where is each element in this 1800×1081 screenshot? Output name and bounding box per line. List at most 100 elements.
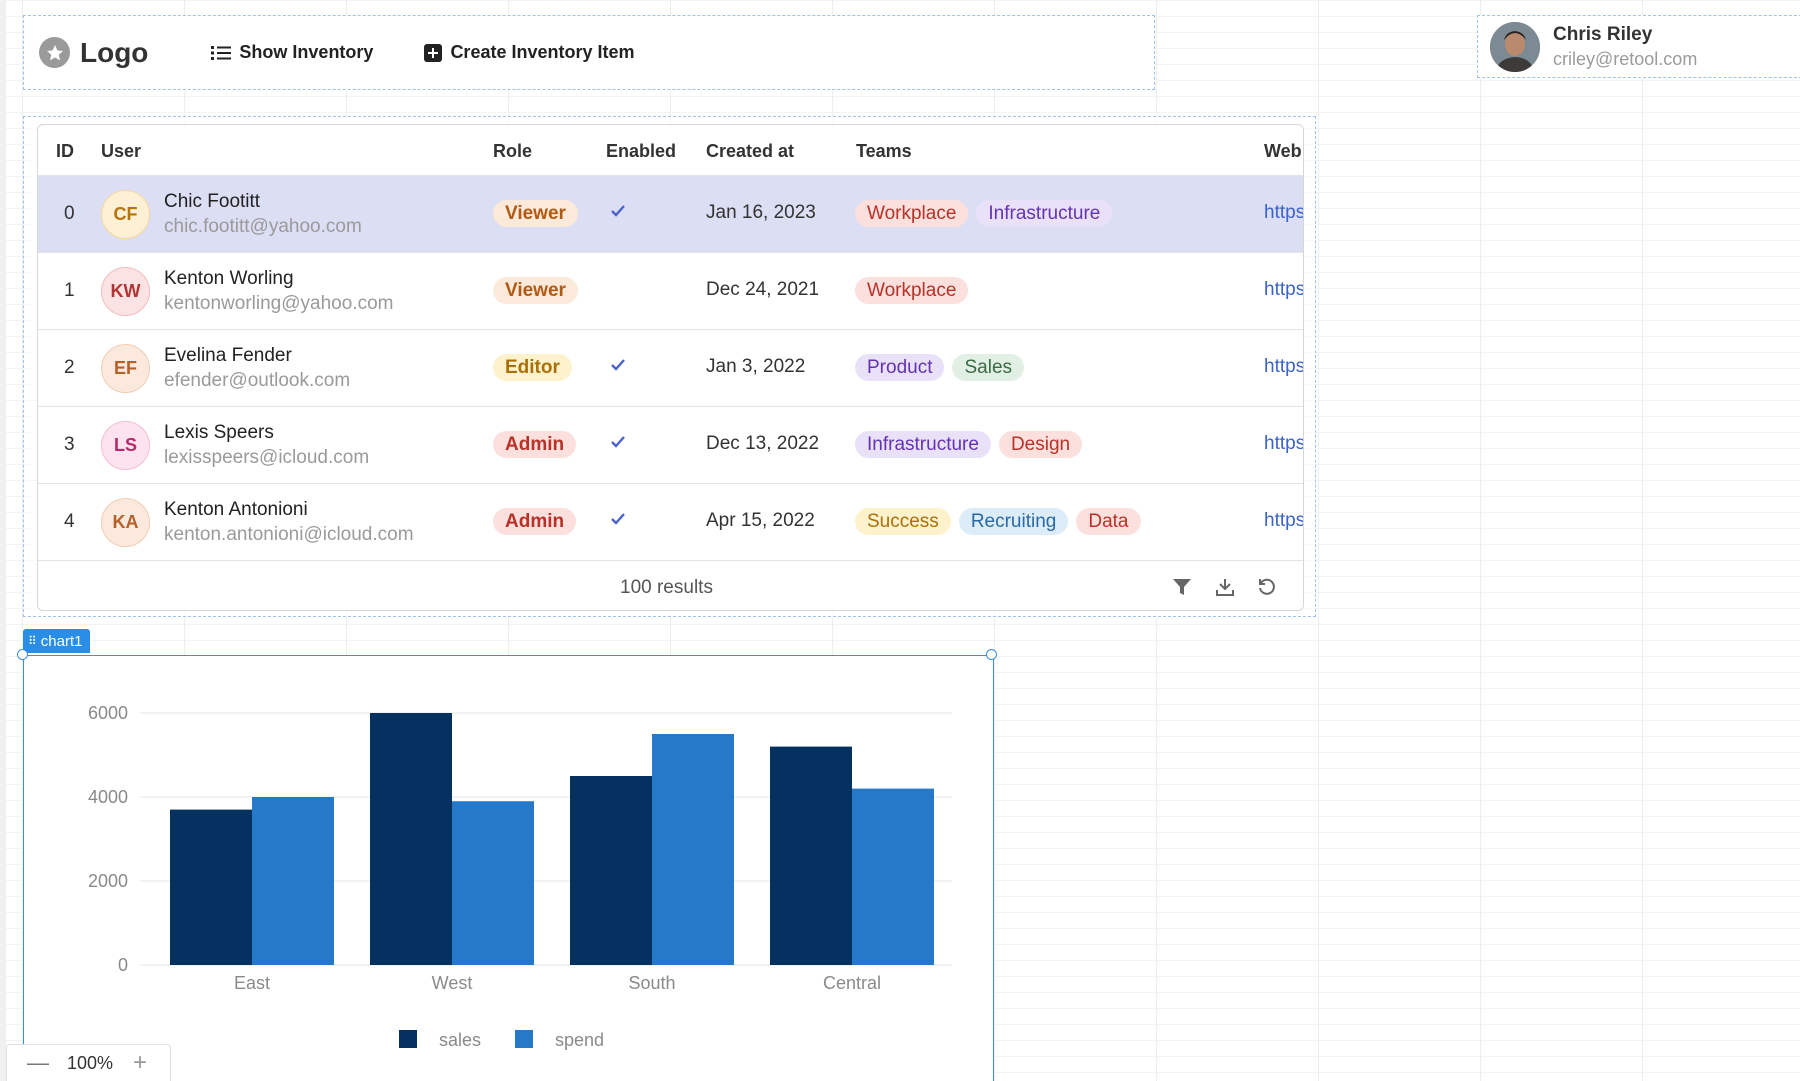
header-container: Logo Show Inventory Create Inventory Ite… [23, 15, 1155, 90]
table-footer: 100 results [38, 560, 1303, 610]
bar-sales-central[interactable] [770, 746, 852, 965]
show-inventory-link[interactable]: Show Inventory [210, 42, 373, 63]
check-icon [608, 432, 628, 457]
team-badge: Data [1076, 508, 1141, 535]
row-id: 2 [64, 357, 75, 378]
table-header: ID User Role Enabled Created at Teams We… [38, 125, 1303, 176]
bar-sales-east[interactable] [170, 809, 252, 965]
row-id: 1 [64, 280, 75, 301]
bar-chart: 0 2000 4000 6000 East West South Central sales sp… [88, 703, 952, 1050]
zoom-out-button[interactable]: — [27, 1050, 49, 1075]
plus-square-icon [423, 43, 443, 63]
bar-sales-south[interactable] [570, 776, 652, 965]
website-link[interactable]: https:// [1264, 202, 1303, 223]
y-tick-label: 2000 [88, 871, 128, 891]
filter-icon[interactable] [1171, 576, 1193, 603]
team-badge: Workplace [855, 200, 969, 227]
bar-spend-east[interactable] [252, 797, 334, 965]
create-inventory-item-link[interactable]: Create Inventory Item [423, 42, 635, 63]
resize-handle-top-left[interactable] [17, 649, 28, 660]
role-badge: Editor [493, 354, 572, 381]
user-email: efender@outlook.com [164, 370, 351, 391]
resize-handle-top-right[interactable] [986, 649, 997, 660]
x-tick-label: Central [823, 973, 881, 993]
legend-swatch-sales[interactable] [399, 1030, 417, 1048]
column-header-teams[interactable]: Teams [856, 141, 912, 161]
user-profile[interactable]: Chris Riley criley@retool.com [1477, 15, 1800, 78]
created-date: Jan 3, 2022 [706, 356, 806, 377]
y-tick-label: 0 [118, 955, 128, 975]
logo[interactable]: Logo [39, 37, 148, 69]
users-table: ID User Role Enabled Created at Teams We… [37, 124, 1304, 611]
team-badge: Success [855, 508, 951, 535]
table-row[interactable]: 0 CF Chic Footitt chic.footitt@yahoo.com Vie… [38, 176, 1303, 253]
legend-label[interactable]: spend [555, 1030, 604, 1050]
teams-list: Success Recruiting Data [855, 508, 1141, 535]
table-row[interactable]: 2 EF Evelina Fender efender@outlook.com Edit… [38, 330, 1303, 407]
results-count: 100 results [620, 577, 713, 598]
column-header-user[interactable]: User [101, 141, 142, 161]
download-icon[interactable] [1214, 576, 1236, 603]
created-date: Jan 16, 2023 [706, 202, 816, 223]
user-initials-avatar: EF [101, 344, 150, 393]
column-header-role[interactable]: Role [493, 141, 533, 161]
role-badge: Viewer [493, 277, 578, 304]
chart-widget[interactable]: 0 2000 4000 6000 East West South Central sales sp… [17, 649, 997, 1081]
x-tick-label: South [628, 973, 675, 993]
row-id: 0 [64, 203, 75, 224]
column-header-created-at[interactable]: Created at [706, 141, 795, 161]
user-initials-avatar: KA [101, 498, 150, 547]
team-badge: Product [855, 354, 945, 381]
user-name: Chris Riley [1553, 23, 1653, 45]
team-badge: Sales [952, 354, 1025, 381]
chart-widget-tag[interactable]: ⠿ chart1 [23, 629, 90, 653]
user-name: Kenton Antonioni [164, 499, 308, 520]
created-date: Dec 13, 2022 [706, 433, 820, 454]
user-name: Kenton Worling [164, 268, 294, 289]
bar-spend-central[interactable] [852, 788, 934, 965]
team-badge: Recruiting [958, 508, 1069, 535]
website-link[interactable]: https:// [1264, 510, 1303, 531]
website-link[interactable]: https:// [1264, 433, 1303, 454]
user-email: lexisspeers@icloud.com [164, 447, 370, 468]
drag-handle-icon[interactable]: ⠿ [28, 634, 37, 648]
column-header-enabled[interactable]: Enabled [606, 141, 677, 161]
role-badge: Viewer [493, 200, 578, 227]
table-row[interactable]: 1 KW Kenton Worling kentonworling@yahoo.com… [38, 253, 1303, 330]
zoom-in-button[interactable]: + [133, 1049, 148, 1076]
user-email: kentonworling@yahoo.com [164, 293, 394, 314]
zoom-control: — 100% + [6, 1044, 171, 1081]
x-tick-label: East [234, 973, 270, 993]
created-date: Dec 24, 2021 [706, 279, 820, 300]
user-initials-avatar: CF [101, 190, 150, 239]
refresh-icon[interactable] [1256, 576, 1278, 603]
table-row[interactable]: 4 KA Kenton Antonioni kenton.antonioni@iclo… [38, 484, 1303, 561]
user-name: Chic Footitt [164, 191, 261, 212]
team-badge: Workplace [855, 277, 969, 304]
check-icon [608, 201, 628, 226]
legend-swatch-spend[interactable] [515, 1030, 533, 1048]
canvas-edge [0, 0, 6, 1081]
user-initials-avatar: LS [101, 421, 150, 470]
legend-label[interactable]: sales [439, 1030, 481, 1050]
x-tick-label: West [432, 973, 473, 993]
column-header-id[interactable]: ID [56, 141, 74, 161]
bar-sales-west[interactable] [370, 713, 452, 965]
bar-spend-west[interactable] [452, 801, 534, 965]
team-badge: Infrastructure [976, 200, 1113, 227]
user-email: criley@retool.com [1553, 48, 1698, 69]
user-avatar [1490, 21, 1540, 72]
list-icon [210, 43, 232, 63]
team-badge: Design [998, 431, 1083, 458]
website-link[interactable]: https:// [1264, 279, 1303, 300]
bar-spend-south[interactable] [652, 734, 734, 965]
table-row[interactable]: 3 LS Lexis Speers lexisspeers@icloud.com Adm… [38, 407, 1303, 484]
column-header-web[interactable]: Web [1264, 141, 1302, 161]
chart-widget-name: chart1 [40, 632, 83, 650]
teams-list: Workplace Infrastructure [855, 200, 1113, 227]
website-link[interactable]: https:// [1264, 356, 1303, 377]
check-icon [608, 509, 628, 534]
user-email: kenton.antonioni@icloud.com [164, 524, 414, 545]
user-initials-avatar: KW [101, 267, 150, 316]
user-name: Lexis Speers [164, 422, 274, 443]
